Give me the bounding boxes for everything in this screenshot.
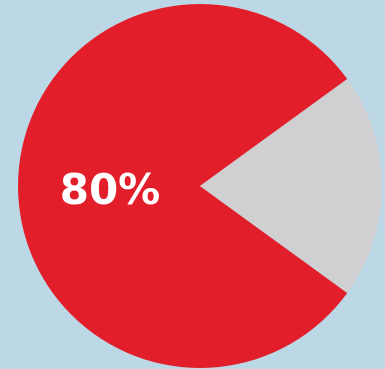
pie-slice-1	[200, 79, 382, 293]
pie-slice-label-main: 80%	[60, 165, 161, 214]
pie-slice-0	[18, 4, 348, 369]
pie-slices	[18, 4, 382, 369]
